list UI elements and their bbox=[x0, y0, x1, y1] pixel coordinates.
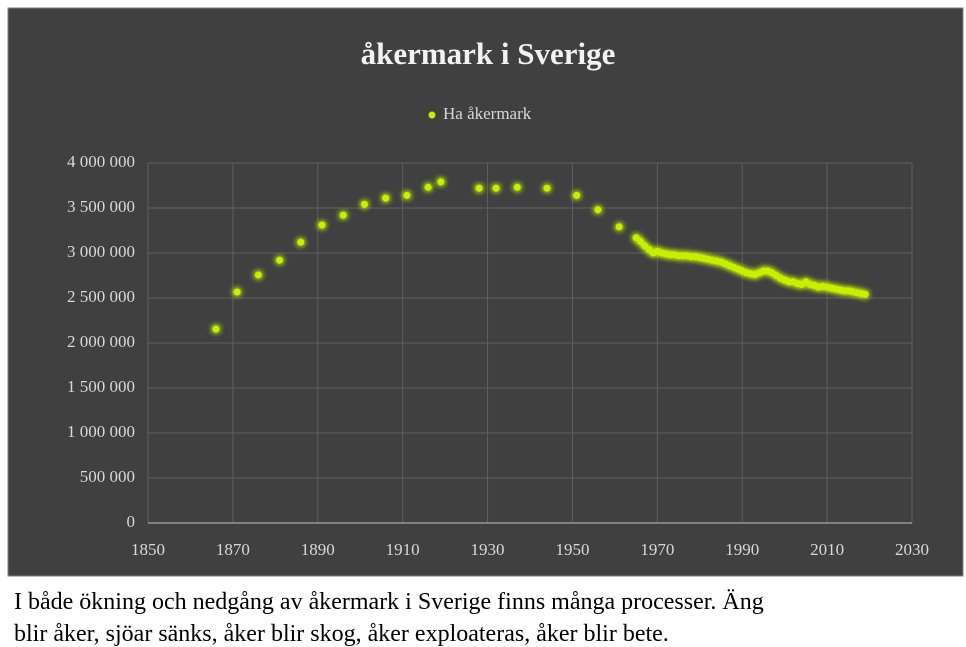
x-tick-label: 1930 bbox=[471, 540, 505, 559]
point bbox=[382, 194, 390, 202]
caption-line: I både ökning och nedgång av åkermark i … bbox=[14, 589, 764, 615]
x-tick-label: 1990 bbox=[725, 540, 759, 559]
point bbox=[437, 178, 445, 186]
point bbox=[636, 237, 644, 245]
legend-marker bbox=[428, 111, 436, 119]
y-tick-label: 1 500 000 bbox=[67, 377, 135, 396]
point bbox=[594, 206, 602, 214]
point bbox=[513, 183, 521, 191]
chart-title: åkermark i Sverige bbox=[361, 36, 616, 71]
caption-line: blir åker, sjöar sänks, åker blir skog, … bbox=[14, 621, 669, 647]
point bbox=[475, 184, 483, 192]
point bbox=[615, 223, 623, 231]
caption: I både ökning och nedgång av åkermark i … bbox=[14, 586, 964, 647]
point bbox=[543, 184, 551, 192]
point bbox=[339, 211, 347, 219]
grid bbox=[147, 162, 913, 524]
y-tick-label: 2 000 000 bbox=[67, 332, 135, 351]
y-tick-label: 4 000 000 bbox=[67, 152, 135, 171]
y-tick-label: 3 500 000 bbox=[67, 197, 135, 216]
point bbox=[233, 288, 241, 296]
y-tick-label: 2 500 000 bbox=[67, 287, 135, 306]
legend-label: Ha åkermark bbox=[443, 104, 532, 123]
x-tick-label: 1950 bbox=[555, 540, 589, 559]
chart: åkermark i Sverige Ha åkermark 0 500 000 1… bbox=[7, 7, 964, 577]
point bbox=[297, 238, 305, 246]
point bbox=[573, 191, 581, 199]
point bbox=[318, 221, 326, 229]
y-tick-label: 3 000 000 bbox=[67, 242, 135, 261]
y-tick-label: 1 000 000 bbox=[67, 422, 135, 441]
point bbox=[360, 200, 368, 208]
series bbox=[212, 178, 869, 333]
point bbox=[254, 271, 262, 279]
point bbox=[212, 325, 220, 333]
x-tick-label: 1970 bbox=[640, 540, 674, 559]
y-tick-label: 500 000 bbox=[80, 467, 135, 486]
x-tick-label: 2010 bbox=[810, 540, 844, 559]
x-tick-label: 2030 bbox=[895, 540, 929, 559]
point bbox=[424, 183, 432, 191]
x-tick-label: 1890 bbox=[301, 540, 335, 559]
x-tick-label: 1850 bbox=[131, 540, 165, 559]
point bbox=[276, 256, 284, 264]
x-tick-label: 1870 bbox=[216, 540, 250, 559]
x-tick-label: 1910 bbox=[386, 540, 420, 559]
point bbox=[403, 191, 411, 199]
point bbox=[861, 290, 869, 298]
chart-area bbox=[7, 7, 964, 577]
y-tick-label: 0 bbox=[127, 512, 136, 531]
point bbox=[492, 184, 500, 192]
legend: Ha åkermark bbox=[428, 104, 532, 123]
